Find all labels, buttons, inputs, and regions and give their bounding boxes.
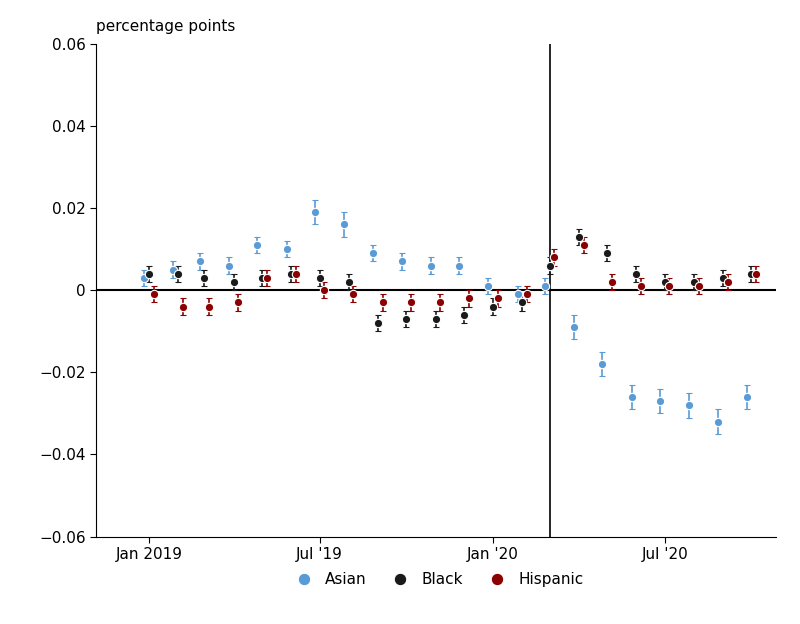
Text: percentage points: percentage points [96,19,235,34]
Legend: Asian, Black, Hispanic: Asian, Black, Hispanic [282,566,590,593]
